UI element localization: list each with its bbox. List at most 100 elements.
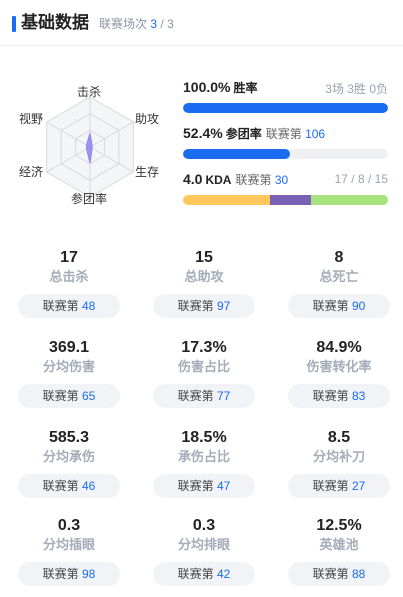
stat-rank-label: 联赛第	[42, 299, 79, 313]
winrate-record: 3场 3胜 0负	[325, 82, 388, 96]
radar-axis-line	[89, 146, 134, 173]
stat-rank-pill: 联赛第 90	[288, 294, 390, 318]
participation-bar-track	[183, 149, 388, 159]
league-games-current: 3	[150, 17, 158, 31]
stat-rank-pill: 联赛第 65	[18, 384, 120, 408]
stat-value: 17	[60, 249, 78, 266]
stat-rank-pill: 联赛第 48	[18, 294, 120, 318]
stat-rank-label: 联赛第	[42, 567, 79, 581]
stat-rank-number: 97	[217, 299, 231, 313]
participation-bar-fill	[183, 149, 291, 159]
stat-rank-number: 98	[82, 567, 96, 581]
stat-rank-label: 联赛第	[177, 299, 214, 313]
winrate-bar-track	[183, 103, 388, 113]
stat-rank-pill: 联赛第 97	[153, 294, 255, 318]
winrate-bar-fill	[183, 103, 388, 113]
winrate-metric: 100.0% 胜率 3场 3胜 0负	[183, 79, 388, 113]
stat-value: 17.3%	[181, 339, 227, 356]
stat-rank-pill: 联赛第 47	[153, 474, 255, 498]
stat-rank-pill: 联赛第 42	[153, 562, 255, 586]
radar-label-survival: 生存	[135, 165, 160, 179]
section-accent-bar	[12, 16, 16, 32]
stat-value: 15	[195, 249, 213, 266]
section-header: 基础数据 联赛场次 3 / 3	[0, 0, 403, 46]
radar-label-vision: 视野	[19, 112, 44, 126]
stat-rank-label: 联赛第	[42, 389, 79, 403]
stat-rank-label: 联赛第	[312, 299, 349, 313]
kda-name: KDA	[205, 173, 232, 187]
stat-value: 8	[334, 249, 344, 266]
stat-card: 17.3% 伤害占比 联赛第 77	[152, 338, 256, 408]
stat-label: 分均补刀	[312, 449, 365, 464]
stat-card: 0.3 分均排眼联赛第 42	[152, 516, 256, 586]
radar-chart-graphic	[46, 96, 134, 198]
stat-value: 8.5	[327, 429, 351, 446]
stat-card: 369.1 分均伤害联赛第 65	[17, 338, 121, 408]
kda-breakdown: 17 / 8 / 15	[334, 172, 388, 186]
stat-value: 585.3	[48, 429, 90, 446]
radar-chart: 击杀 助攻 生存 参团率 经济 视野	[0, 70, 170, 220]
section-title: 基础数据	[21, 13, 89, 32]
stat-card: 15 总助攻联赛第 97	[152, 248, 256, 318]
league-games-label: 联赛场次	[99, 17, 148, 31]
stat-label: 总击杀	[49, 269, 89, 284]
winrate-value: 100.0%	[183, 79, 231, 95]
stat-card: 84.9% 伤害转化率 联赛第 83	[287, 338, 391, 408]
participation-name: 参团率	[225, 127, 262, 141]
kda-rank: 联赛第 30	[235, 173, 288, 187]
stat-rank-number: 65	[82, 389, 96, 403]
radar-axis-line	[89, 121, 134, 148]
stat-rank-label: 联赛第	[312, 479, 349, 493]
stat-label: 伤害占比	[177, 359, 230, 374]
participation-rank-number: 106	[305, 127, 326, 141]
stat-rank-pill: 联赛第 46	[18, 474, 120, 498]
kda-bar-kills-segment	[183, 195, 271, 205]
kda-value: 4.0	[183, 171, 203, 187]
participation-metric: 52.4% 参团率 联赛第 106	[183, 125, 388, 159]
stat-value: 0.3	[192, 517, 216, 534]
radar-axis-line	[46, 121, 91, 148]
stat-card: 18.5% 承伤占比 联赛第 47	[152, 428, 256, 498]
stat-label: 总助攻	[184, 269, 224, 284]
kda-rank-number: 30	[274, 173, 289, 187]
stat-card: 0.3 分均插眼 联赛第 98	[17, 516, 121, 586]
participation-rank-label: 联赛第	[265, 127, 302, 141]
stat-label: 分均伤害	[42, 359, 95, 374]
kda-bar-assists-segment	[311, 195, 388, 205]
stat-card: 12.5% 英雄池 联赛第 88	[287, 516, 391, 586]
kda-metric: 4.0 KDA 联赛第 30 17 / 8 / 15	[183, 171, 388, 205]
league-games-total: 3	[167, 17, 174, 31]
stat-card: 8.5 分均补刀联赛第 27	[287, 428, 391, 498]
stat-rank-number: 48	[82, 299, 96, 313]
stat-rank-number: 27	[352, 479, 366, 493]
stat-rank-pill: 联赛第 83	[288, 384, 390, 408]
stat-rank-number: 47	[217, 479, 231, 493]
stat-rank-number: 88	[352, 567, 366, 581]
radar-label-economy: 经济	[19, 165, 44, 179]
stat-rank-label: 联赛第	[177, 389, 214, 403]
stat-label: 承伤占比	[177, 449, 230, 464]
stat-rank-label: 联赛第	[312, 389, 349, 403]
stat-label: 分均排眼	[177, 537, 230, 552]
stat-value: 369.1	[48, 339, 90, 356]
stat-rank-number: 42	[217, 567, 231, 581]
participation-value: 52.4%	[183, 125, 223, 141]
radar-label-kills: 击杀	[77, 85, 102, 99]
stat-rank-pill: 联赛第 98	[18, 562, 120, 586]
stat-rank-number: 83	[352, 389, 366, 403]
stat-rank-label: 联赛第	[42, 479, 79, 493]
kda-rank-label: 联赛第	[235, 173, 272, 187]
stat-card: 585.3 分均承伤联赛第 46	[17, 428, 121, 498]
stat-value: 12.5%	[316, 517, 362, 534]
radar-axis-line	[46, 146, 91, 173]
participation-rank: 联赛第 106	[266, 127, 325, 141]
stat-label: 英雄池	[319, 537, 359, 552]
radar-data-area	[86, 132, 93, 164]
radar-label-assists: 助攻	[135, 112, 160, 126]
stat-value: 84.9%	[316, 339, 362, 356]
stat-label: 分均插眼	[42, 537, 95, 552]
stat-card: 17 总击杀联赛第 48	[17, 248, 121, 318]
kda-bar	[183, 195, 388, 205]
stat-label: 分均承伤	[42, 449, 95, 464]
stat-card: 8 总死亡 联赛第 90	[287, 248, 391, 318]
